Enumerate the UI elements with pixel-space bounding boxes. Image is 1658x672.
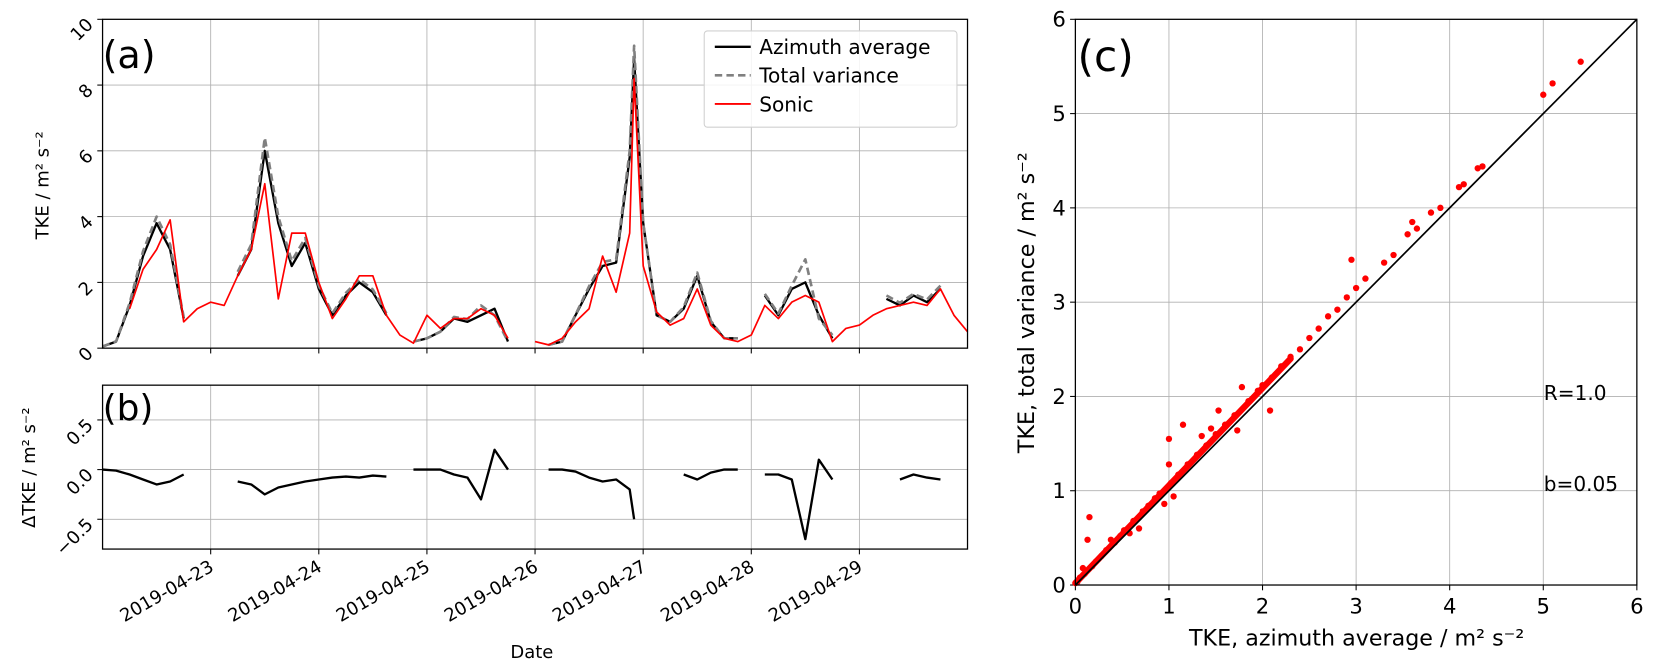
scatter-point bbox=[1266, 407, 1274, 414]
scatter-point bbox=[1306, 334, 1313, 342]
scatter-point bbox=[1437, 204, 1444, 212]
tick-label-x: 3 bbox=[1349, 594, 1362, 619]
legend-label-sonic: Sonic bbox=[759, 92, 813, 116]
tick-label-x: 2019-04-29 bbox=[765, 556, 866, 626]
tick-label-y: 0.5 bbox=[63, 415, 98, 450]
scatter-point bbox=[1135, 525, 1143, 532]
tick-label-y: 0.0 bbox=[63, 465, 98, 500]
series-line-sonic bbox=[128, 77, 969, 346]
scatter-point bbox=[1404, 231, 1411, 238]
tick-label-y: 6 bbox=[1052, 7, 1065, 32]
scatter-point bbox=[1362, 275, 1369, 282]
tick-label-x: 2019-04-27 bbox=[549, 556, 650, 626]
scatter-point bbox=[1165, 435, 1173, 443]
scatter-point bbox=[1427, 209, 1435, 216]
scatter-point bbox=[1334, 306, 1341, 313]
series-line-delta bbox=[102, 448, 941, 541]
legend-box bbox=[703, 30, 958, 128]
tick-label-y: 2 bbox=[1052, 384, 1065, 409]
legend-label-azimuth: Azimuth average bbox=[759, 35, 930, 59]
panel-c: 0 1 2 3 4 5 6 0 1 2 3 4 5 6 bbox=[1052, 7, 1643, 619]
scatter-point bbox=[1352, 284, 1360, 292]
tick-label-y: 1 bbox=[1052, 478, 1065, 503]
tick-label-y: 5 bbox=[1052, 101, 1065, 126]
axes-frame bbox=[101, 384, 969, 550]
tick-label-y: 4 bbox=[75, 212, 98, 235]
scatter-point-band bbox=[1072, 355, 1294, 587]
annotation-b: b=0.05 bbox=[1544, 472, 1618, 496]
scatter-point bbox=[1296, 346, 1304, 353]
scatter-point bbox=[1170, 493, 1177, 500]
reference-line-1to1 bbox=[1074, 18, 1638, 586]
axes-frame bbox=[1074, 18, 1638, 586]
panel-b-xlabel: Date bbox=[510, 642, 553, 663]
scatter-point bbox=[1460, 181, 1467, 188]
tick-label-x: 5 bbox=[1537, 594, 1550, 619]
annotation-r: R=1.0 bbox=[1544, 381, 1607, 405]
scatter-point bbox=[1234, 427, 1241, 434]
scatter-point bbox=[1324, 313, 1332, 320]
scatter-point bbox=[1455, 183, 1463, 191]
series-line-total-variance bbox=[102, 44, 942, 348]
tick-label-y: 0 bbox=[1052, 572, 1065, 597]
scatter-point bbox=[1390, 251, 1397, 259]
tick-label-y: 2 bbox=[75, 277, 98, 300]
tick-label-x: 6 bbox=[1630, 594, 1643, 619]
panel-c-xlabel: TKE, azimuth average / m² s⁻² bbox=[1188, 625, 1524, 651]
scatter-point bbox=[1207, 425, 1215, 432]
tick-label-y: −0.5 bbox=[52, 514, 98, 560]
scatter-point bbox=[1348, 256, 1355, 263]
scatter-point bbox=[1540, 91, 1547, 98]
legend: Azimuth average Total variance Sonic bbox=[703, 30, 958, 128]
panel-b: 2019-04-23 2019-04-24 2019-04-25 2019-04-26… bbox=[52, 384, 969, 627]
scatter-point bbox=[1179, 421, 1187, 428]
scatter-point bbox=[1161, 500, 1168, 508]
panel-a-ylabel: TKE / m² s⁻² bbox=[33, 131, 54, 240]
scatter-point bbox=[1198, 432, 1205, 440]
tick-label-y: 4 bbox=[1052, 195, 1065, 220]
scatter-point bbox=[1380, 259, 1388, 266]
scatter-point bbox=[1549, 80, 1556, 87]
scatter-point bbox=[1215, 407, 1222, 414]
tick-label-y: 10 bbox=[67, 14, 98, 45]
panel-b-ylabel: ΔTKE / m² s⁻² bbox=[19, 407, 40, 527]
scatter-point bbox=[1086, 513, 1093, 521]
axes-frame bbox=[101, 18, 969, 349]
tick-label-y: 0 bbox=[75, 343, 98, 366]
panel-b-label: (b) bbox=[103, 388, 154, 429]
tick-label-x: 2019-04-26 bbox=[441, 556, 542, 626]
tick-label-y: 8 bbox=[75, 80, 98, 103]
scatter-point bbox=[1315, 325, 1322, 332]
panel-c-label: (c) bbox=[1077, 32, 1133, 81]
tick-label-x: 2019-04-25 bbox=[333, 556, 434, 626]
scatter-point bbox=[1479, 163, 1486, 170]
tick-label-x: 2019-04-28 bbox=[657, 556, 758, 626]
scatter-point bbox=[1238, 383, 1246, 391]
tick-label-x: 1 bbox=[1162, 594, 1175, 619]
tick-label-x: 2 bbox=[1256, 594, 1269, 619]
tick-label-x: 2019-04-23 bbox=[116, 556, 217, 626]
tick-label-x: 0 bbox=[1069, 594, 1082, 619]
panel-a-label: (a) bbox=[103, 33, 156, 77]
scatter-point bbox=[1084, 536, 1091, 543]
scatter-point bbox=[1577, 58, 1584, 65]
tick-label-x: 4 bbox=[1443, 594, 1456, 619]
scatter-point bbox=[1343, 294, 1350, 301]
scatter-point bbox=[1409, 218, 1416, 226]
scatter-point bbox=[1474, 165, 1481, 172]
tick-label-x: 2019-04-24 bbox=[225, 556, 326, 626]
tick-label-y: 6 bbox=[75, 146, 98, 169]
scatter-point bbox=[1165, 461, 1173, 468]
panel-c-ylabel: TKE, total variance / m² s⁻² bbox=[1014, 152, 1040, 454]
tick-label-y: 3 bbox=[1052, 290, 1065, 315]
legend-label-total-variance: Total variance bbox=[758, 64, 899, 88]
scatter-point bbox=[1413, 225, 1421, 232]
